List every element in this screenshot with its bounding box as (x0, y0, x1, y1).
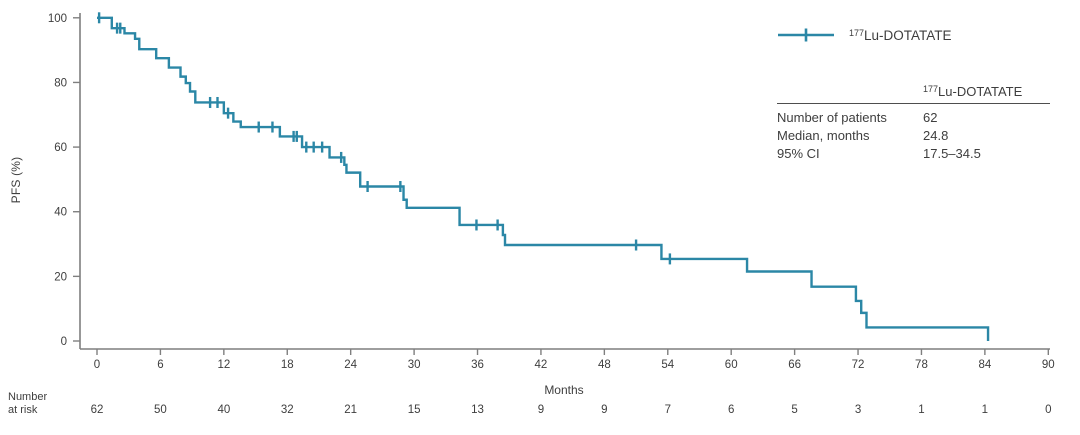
x-tick-label: 6 (157, 359, 163, 371)
at-risk-count: 0 (1045, 404, 1051, 416)
at-risk-count: 21 (344, 404, 357, 416)
at-risk-count: 13 (471, 404, 484, 416)
legend-line-censor-icon (778, 28, 834, 42)
at-risk-count: 9 (538, 404, 544, 416)
at-risk-count: 6 (728, 404, 734, 416)
stats-row-ci-value: 17.5–34.5 (923, 146, 981, 161)
x-tick-label: 48 (598, 359, 611, 371)
stats-table-header-main: Lu-DOTATATE (938, 84, 1023, 99)
x-tick-label: 72 (852, 359, 865, 371)
number-at-risk-label-line2: at risk (8, 404, 38, 416)
at-risk-count: 62 (91, 404, 104, 416)
y-tick-label: 60 (54, 142, 67, 154)
number-at-risk-label-line1: Number (8, 391, 48, 403)
x-tick-label: 0 (94, 359, 100, 371)
x-tick-label: 30 (408, 359, 421, 371)
x-tick-label: 18 (281, 359, 294, 371)
stats-table-header: 177Lu-DOTATATE (777, 84, 1050, 103)
y-tick-label: 20 (54, 271, 67, 283)
stats-table-rule (777, 103, 1050, 104)
x-tick-label: 90 (1042, 359, 1055, 371)
number-at-risk-label: Number at risk (8, 391, 47, 417)
x-tick-label: 78 (915, 359, 928, 371)
x-axis-title: Months (544, 383, 584, 397)
y-tick-label: 0 (61, 336, 67, 348)
at-risk-count: 32 (281, 404, 294, 416)
legend: 177Lu-DOTATATE (777, 27, 952, 43)
x-tick-label: 42 (535, 359, 548, 371)
at-risk-count: 3 (855, 404, 861, 416)
x-tick-label: 54 (661, 359, 674, 371)
stats-row-median: Median, months 24.8 (777, 127, 1050, 145)
stats-row-patients-label: Number of patients (777, 110, 887, 125)
stats-row-patients: Number of patients 62 (777, 109, 1050, 127)
at-risk-count: 1 (982, 404, 988, 416)
legend-series-label-sup: 177 (849, 27, 865, 38)
x-tick-label: 24 (344, 359, 357, 371)
stats-row-median-value: 24.8 (923, 128, 949, 143)
stats-table: 177Lu-DOTATATE Number of patients 62 Med… (777, 84, 1050, 163)
legend-series-label-main: Lu-DOTATATE (864, 27, 952, 43)
x-tick-label: 84 (978, 359, 991, 371)
stats-row-ci: 95% CI 17.5–34.5 (777, 145, 1050, 163)
x-tick-label: 66 (788, 359, 801, 371)
at-risk-count: 7 (665, 404, 671, 416)
y-tick-label: 80 (54, 77, 67, 89)
x-tick-label: 60 (725, 359, 738, 371)
at-risk-count: 5 (791, 404, 797, 416)
y-tick-label: 40 (54, 207, 67, 219)
x-tick-label: 12 (217, 359, 230, 371)
stats-row-patients-value: 62 (923, 110, 938, 125)
y-tick-label: 100 (48, 13, 67, 25)
stats-row-ci-label: 95% CI (777, 146, 820, 161)
at-risk-count: 1 (918, 404, 924, 416)
stats-row-median-label: Median, months (777, 128, 870, 143)
at-risk-count: 50 (154, 404, 167, 416)
x-tick-label: 36 (471, 359, 484, 371)
km-curve (97, 16, 990, 341)
y-axis-title: PFS (%) (9, 156, 23, 204)
stats-table-header-sup: 177 (923, 84, 939, 94)
legend-series-label: 177Lu-DOTATATE (849, 28, 952, 43)
at-risk-count: 40 (217, 404, 230, 416)
at-risk-count: 9 (601, 404, 607, 416)
at-risk-count: 15 (408, 404, 421, 416)
